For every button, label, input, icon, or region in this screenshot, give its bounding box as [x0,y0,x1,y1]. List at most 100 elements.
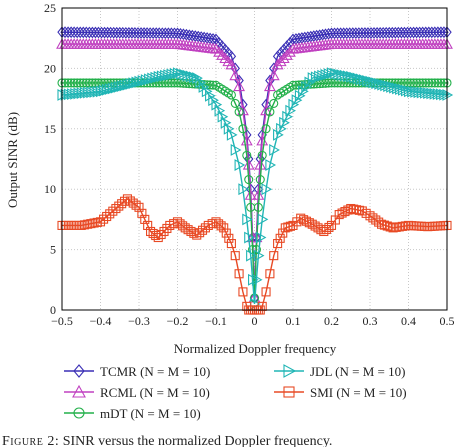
data-point [143,220,153,230]
data-point [409,78,419,88]
data-point [142,27,152,39]
data-point [436,88,447,101]
data-point [244,231,255,244]
data-point [156,229,166,240]
data-point [426,87,438,100]
data-point [432,88,444,101]
data-point [153,232,163,243]
data-point [269,98,279,108]
data-point [84,26,95,39]
data-point [359,74,370,87]
data-point [298,85,309,98]
data-point [415,78,425,88]
x-tick-label: 0 [252,314,258,328]
data-point [225,58,238,70]
data-point [269,144,280,156]
series-2 [57,78,452,303]
data-point [220,116,232,129]
data-point [285,104,297,117]
data-point [140,74,152,87]
data-point [427,78,437,88]
series-3 [57,67,454,310]
x-tick-label: 0.1 [286,314,301,328]
data-point [320,68,332,81]
data-point [89,218,99,228]
data-point [304,218,314,228]
data-point [112,26,122,39]
data-point [96,26,107,39]
data-point [374,77,386,90]
data-point [114,201,124,211]
data-point [439,78,449,88]
data-point [374,217,384,227]
data-point [321,78,331,88]
data-point [67,88,78,101]
data-point [120,196,130,206]
data-point [83,219,93,229]
data-point [412,78,422,88]
data-point [226,90,236,100]
data-point [346,70,357,83]
data-point [86,219,96,229]
data-point [101,83,113,96]
data-point [90,26,101,39]
series-line [62,82,447,298]
data-point [291,80,301,90]
caption-label: Figure 2: [2,434,60,447]
data-point [334,210,344,220]
x-tick-label: −0.2 [167,314,189,328]
data-point [340,206,350,217]
data-point [362,74,373,87]
data-point [87,78,97,88]
y-tick-label: 0 [50,303,56,317]
data-point [160,69,171,82]
y-tick-label: 5 [50,243,56,257]
data-point [330,67,341,80]
data-point [314,70,325,83]
data-point [349,204,359,214]
data-point [70,87,81,100]
legend-entry: TCMR (N = M = 10) [64,364,210,379]
data-point [265,269,275,279]
data-point [102,211,112,222]
data-point [310,71,322,84]
data-point [389,81,400,94]
data-point [125,77,137,90]
data-point [238,183,250,196]
data-point [365,75,377,88]
data-point [92,217,102,227]
data-point [95,85,107,98]
data-point [73,407,85,419]
data-point [60,88,72,101]
data-point [115,26,125,39]
legend-label: JDL (N = M = 10) [310,364,405,379]
data-point [413,86,425,99]
data-point [233,80,246,92]
y-tick-label: 25 [44,1,56,15]
data-point [423,87,434,100]
legend-entry: JDL (N = M = 10) [274,364,405,379]
data-point [134,202,144,212]
data-point [66,78,76,88]
data-point [137,208,147,218]
data-point [83,86,94,99]
data-point [224,233,234,243]
data-point [162,223,172,234]
data-point [153,70,165,83]
data-point [368,76,380,89]
data-point [242,150,252,160]
data-point [339,69,351,82]
data-point [238,124,248,134]
data-point [72,26,82,39]
data-point [139,27,149,39]
data-point [229,69,242,81]
data-point [86,86,98,99]
legend-entry: RCML (N = M = 10) [64,384,210,400]
data-point [377,78,388,91]
data-point [246,249,257,262]
data-point [205,89,216,102]
data-point [257,150,267,160]
data-point [95,217,106,227]
data-point [376,219,387,229]
data-point [84,78,94,88]
